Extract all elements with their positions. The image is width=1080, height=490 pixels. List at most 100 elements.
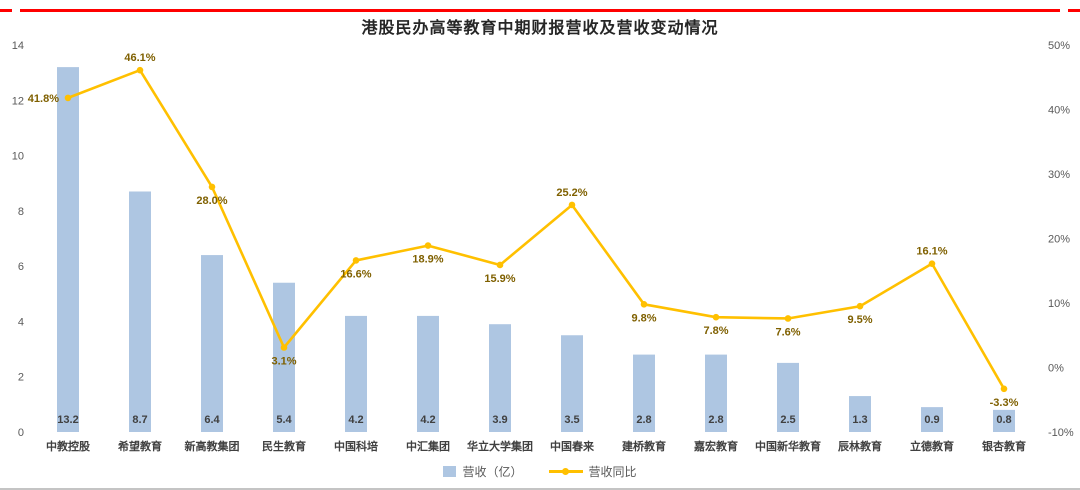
bar-value-label: 8.7	[132, 414, 147, 426]
legend-label-revenue: 营收（亿）	[462, 465, 523, 479]
svg-text:0%: 0%	[1048, 363, 1064, 375]
bar-value-label: 4.2	[348, 414, 363, 426]
bar-value-label: 6.4	[204, 414, 220, 426]
line-point	[64, 94, 72, 102]
line-value-label: 9.8%	[631, 312, 656, 324]
category-label: 新高教集团	[185, 439, 240, 453]
bar	[417, 315, 439, 432]
bar	[129, 191, 151, 432]
bar-value-label: 1.3	[852, 414, 867, 426]
line-series-swatch	[548, 466, 583, 477]
line-point	[352, 257, 360, 264]
line-value-label: 16.1%	[916, 246, 947, 258]
category-label: 中汇集团	[406, 439, 450, 453]
legend-label-yoy: 营收同比	[588, 465, 637, 479]
line-point	[928, 260, 936, 267]
line-value-label: 9.5%	[847, 314, 872, 326]
bar-series: 13.2 8.7 6.4 5.4 4.2 4.2 3.9 3.5 2.8 2.8 2.5 1.3 0.9…	[57, 67, 1015, 432]
bar	[633, 354, 655, 432]
bar-value-label: 2.8	[708, 414, 723, 426]
line-point	[136, 66, 144, 74]
bar	[57, 67, 79, 432]
svg-text:8: 8	[18, 206, 24, 218]
category-label: 辰林教育	[838, 439, 882, 453]
category-label: 中国新华教育	[755, 439, 821, 453]
chart-legend: 营收（亿） 营收同比	[0, 463, 1080, 480]
line-value-label: 16.6%	[340, 268, 371, 280]
bar-value-label: 0.9	[924, 414, 939, 426]
svg-text:14: 14	[12, 40, 24, 52]
bar	[921, 407, 943, 432]
line-value-label: 28.0%	[196, 195, 227, 207]
bar	[993, 409, 1015, 432]
line-point	[208, 183, 216, 191]
line-value-label: 46.1%	[124, 52, 155, 64]
line-point	[784, 315, 792, 322]
svg-text:4: 4	[18, 316, 24, 328]
line-value-label: 7.6%	[775, 326, 800, 338]
line-series: 41.8% 46.1% 28.0% 3.1% 16.6% 18.9% 15.9% 25.2% 9…	[28, 52, 1019, 409]
top-border-dash-left	[0, 9, 12, 12]
svg-text:2: 2	[18, 372, 24, 384]
line-value-label: 3.1%	[271, 356, 296, 368]
top-border-dash-right	[1068, 9, 1080, 12]
svg-text:10: 10	[12, 151, 24, 163]
category-label: 华立大学集团	[467, 439, 533, 453]
top-border-line	[20, 9, 1060, 12]
line-point	[640, 300, 648, 308]
line-swatch-marker	[561, 468, 569, 475]
svg-text:10%: 10%	[1048, 298, 1070, 310]
line-value-label: 41.8%	[28, 93, 59, 105]
chart-canvas: 0 2 4 6 8 10 12 14 -10% 0% 10% 20% 30% 40% 50% 13.2 8.7 6…	[12, 40, 1074, 453]
line-point	[280, 344, 288, 351]
line-point	[424, 242, 432, 249]
category-label: 中国科培	[334, 439, 378, 453]
category-axis: 中教控股 希望教育 新高教集团 民生教育 中国科培 中汇集团 华立大学集团 中国春来 建桥教育 嘉…	[46, 439, 1026, 453]
bar-value-label: 0.8	[996, 414, 1011, 426]
line-point	[712, 313, 720, 321]
bottom-border	[0, 488, 1080, 490]
bar	[849, 396, 871, 432]
chart-title: 港股民办高等教育中期财报营收及营收变动情况	[361, 20, 719, 37]
category-label: 建桥教育	[622, 439, 666, 453]
line-value-label: -3.3%	[990, 397, 1019, 409]
bar-value-label: 4.2	[420, 414, 435, 426]
right-axis: -10% 0% 10% 20% 30% 40% 50%	[1048, 40, 1074, 439]
left-axis: 0 2 4 6 8 10 12 14	[12, 40, 24, 439]
bar	[201, 255, 223, 432]
line-path	[66, 68, 1006, 391]
category-label: 立德教育	[910, 439, 954, 453]
svg-text:20%: 20%	[1048, 234, 1070, 246]
legend-item-revenue: 营收（亿）	[443, 463, 523, 480]
category-label: 中国春来	[550, 439, 595, 453]
line-point	[568, 201, 576, 209]
line-value-label: 18.9%	[412, 254, 443, 266]
bar-value-label: 13.2	[57, 414, 78, 426]
svg-text:50%: 50%	[1048, 40, 1070, 52]
category-label: 中教控股	[46, 439, 91, 453]
bar-value-label: 3.9	[492, 414, 507, 426]
bar-value-label: 2.5	[780, 414, 795, 426]
line-value-label: 25.2%	[556, 187, 587, 199]
svg-text:30%: 30%	[1048, 169, 1070, 181]
category-label: 希望教育	[117, 439, 162, 453]
svg-text:40%: 40%	[1048, 105, 1070, 117]
category-label: 嘉宏教育	[693, 439, 738, 453]
category-label: 银杏教育	[982, 439, 1026, 453]
bar	[777, 362, 799, 432]
bar-series-swatch	[443, 466, 457, 477]
bar-value-label: 3.5	[564, 414, 579, 426]
line-point	[1000, 385, 1008, 393]
bar	[489, 324, 511, 432]
legend-item-yoy: 营收同比	[548, 463, 637, 480]
bar	[705, 354, 727, 432]
line-value-label: 7.8%	[703, 325, 728, 337]
svg-text:0: 0	[18, 427, 24, 439]
bar	[345, 315, 367, 432]
bar	[273, 282, 295, 432]
bar-value-label: 2.8	[636, 414, 651, 426]
category-label: 民生教育	[262, 439, 306, 453]
svg-text:-10%: -10%	[1048, 427, 1074, 439]
bar	[561, 335, 583, 432]
